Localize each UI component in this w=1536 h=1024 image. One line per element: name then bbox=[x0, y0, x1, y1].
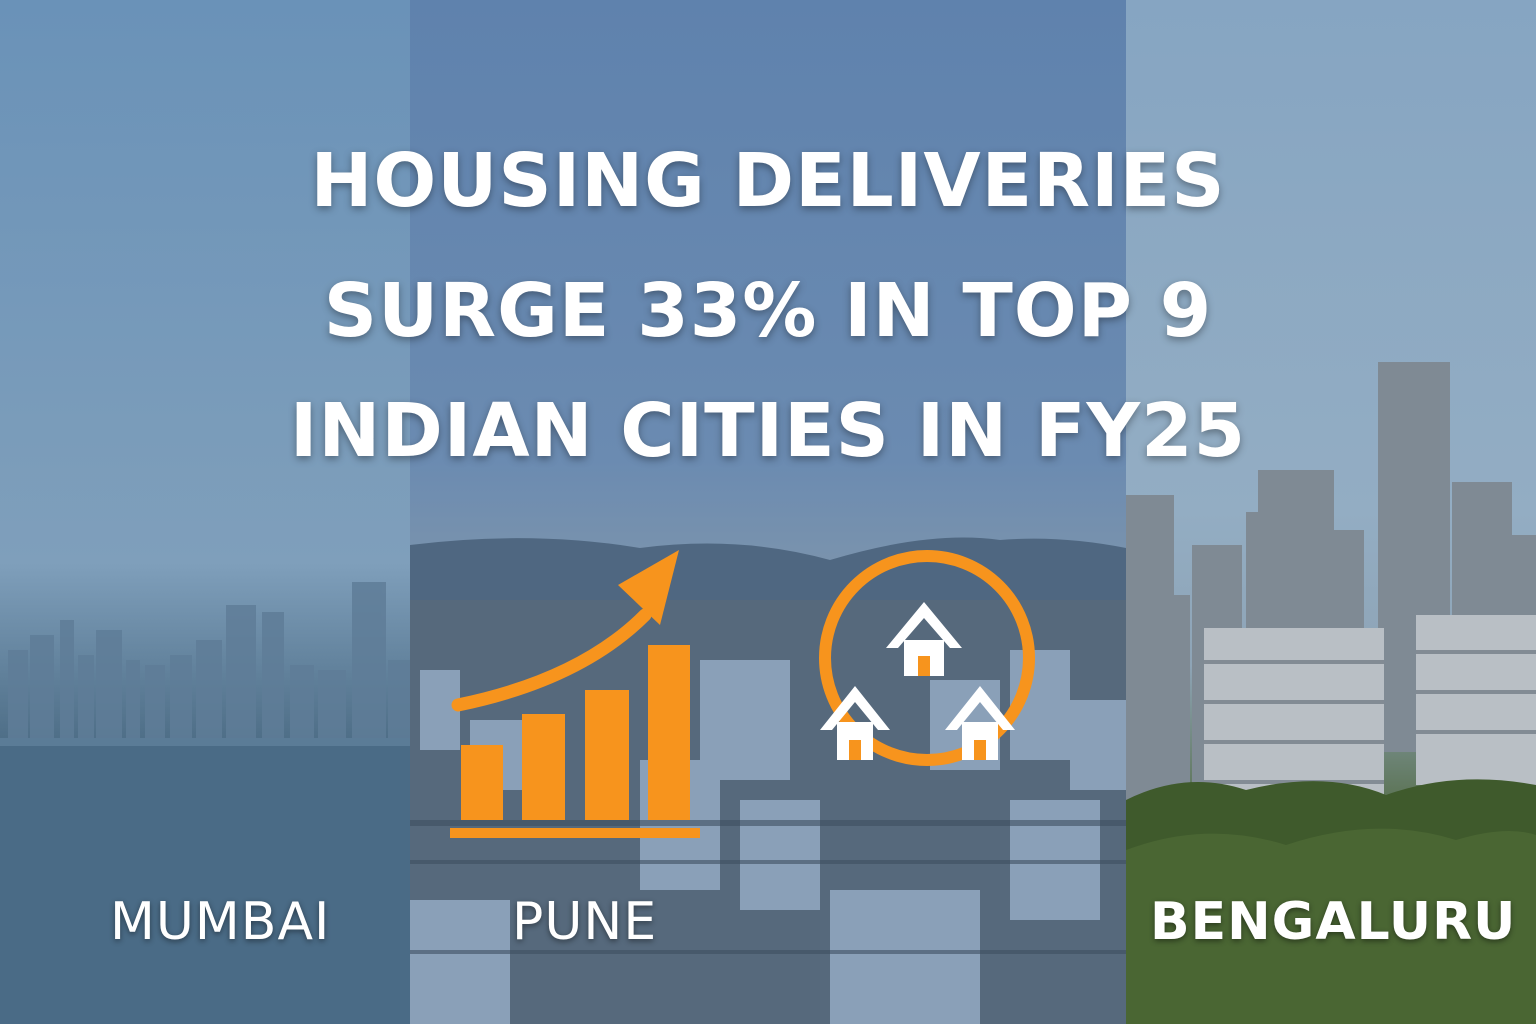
mumbai-skyline-image bbox=[0, 582, 410, 1024]
bengaluru-skyline-image bbox=[1126, 362, 1536, 1024]
city-label-mumbai: MUMBAI bbox=[110, 892, 331, 952]
headline-line-1: HOUSING DELIVERIES bbox=[310, 138, 1226, 224]
city-label-bengaluru: BENGALURU bbox=[1150, 892, 1517, 952]
headline-line-2: SURGE 33% IN TOP 9 bbox=[323, 268, 1213, 354]
mumbai-panel bbox=[0, 0, 410, 1024]
city-label-pune: PUNE bbox=[512, 892, 658, 952]
bengaluru-panel bbox=[1126, 0, 1536, 1024]
bar-chart-growth-icon bbox=[450, 550, 700, 838]
houses-circle-icon bbox=[819, 550, 1035, 766]
pune-cityscape-image bbox=[410, 537, 1126, 1024]
pune-panel bbox=[410, 0, 1126, 1024]
headline-line-3: INDIAN CITIES IN FY25 bbox=[289, 388, 1247, 474]
